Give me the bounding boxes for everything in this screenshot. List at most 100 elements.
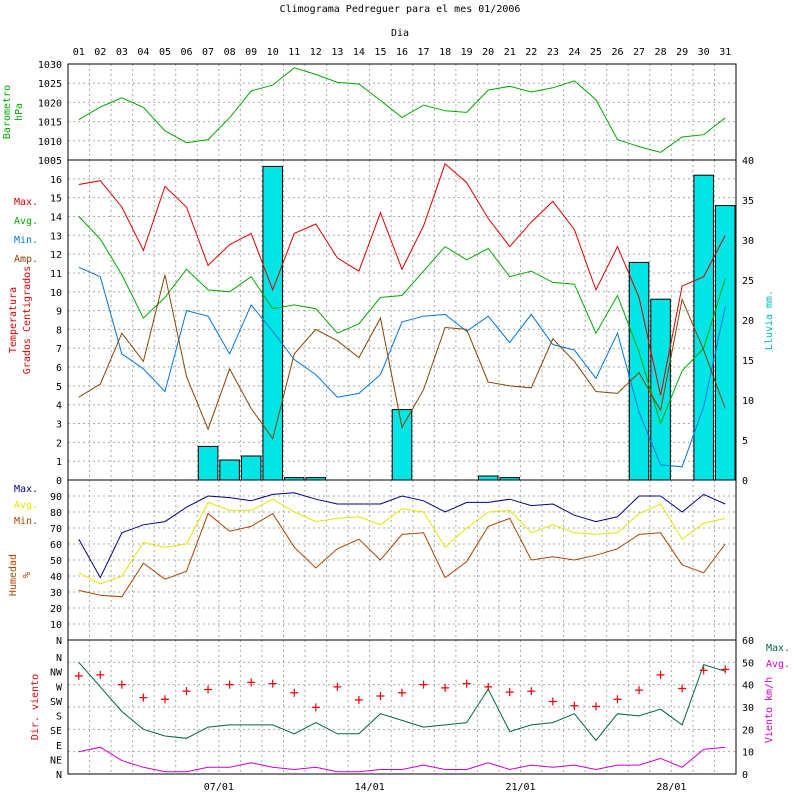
- day-label: 07: [202, 47, 214, 58]
- temperature-tick-label: 9: [56, 307, 62, 318]
- wind-direction-point: [419, 680, 428, 689]
- day-label: 03: [116, 47, 128, 58]
- humidity-tick-label: 70: [50, 524, 62, 535]
- wind-direction-point: [354, 695, 363, 704]
- wind-direction-point: [96, 670, 105, 679]
- humidity-axis-label: Humedad: [8, 554, 19, 596]
- barometer-axis-label: Barometro: [2, 85, 13, 139]
- day-label: 28: [655, 47, 667, 58]
- day-label: 08: [224, 47, 236, 58]
- day-label: 13: [331, 47, 343, 58]
- barometer-tick-label: 1020: [38, 98, 62, 109]
- wind-direction-tick-label: SE: [50, 726, 62, 737]
- chart-title: Climograma Pedreguer para el mes 01/2006: [280, 4, 521, 15]
- humidity-tick-label: 30: [50, 588, 62, 599]
- rain-bar: [650, 298, 671, 481]
- wind-speed-tick-label: 0: [742, 770, 748, 781]
- wind-legend-max: Max.: [766, 643, 790, 654]
- humidity-tick-label: 60: [50, 540, 62, 551]
- wind-direction-point: [311, 703, 320, 712]
- day-label: 06: [180, 47, 192, 58]
- week-label: 07/01: [204, 782, 234, 793]
- humidity-max-line: [78, 492, 726, 579]
- humidity-tick-label: 90: [50, 492, 62, 503]
- wind-direction-tick-label: NW: [50, 668, 63, 679]
- wind-speed-tick-label: 30: [742, 703, 754, 714]
- temperature-min-line: [78, 266, 726, 468]
- day-axis-title: Dia: [391, 28, 409, 39]
- wind-direction-point: [678, 684, 687, 693]
- panel-frame: [67, 639, 737, 775]
- temperature-tick-label: 7: [56, 344, 62, 355]
- day-label: 01: [73, 47, 85, 58]
- wind-direction-tick-label: S: [56, 712, 62, 723]
- temperature-tick-label: 1: [56, 457, 62, 468]
- humidity-legend-2: Min.: [14, 516, 38, 527]
- day-label: 29: [676, 47, 688, 58]
- wind-direction-point: [117, 680, 126, 689]
- wind-direction-tick-label: N: [56, 770, 62, 781]
- barometer-unit-label: hPa: [14, 103, 25, 121]
- wind-direction-point: [204, 685, 213, 694]
- temperature-tick-label: 12: [50, 250, 62, 261]
- wind-direction-point: [613, 695, 622, 704]
- wind-speed-tick-label: 20: [742, 725, 754, 736]
- rain-axis-label: Lluvia mm.: [764, 290, 775, 350]
- day-label: 23: [547, 47, 559, 58]
- day-label: 18: [439, 47, 451, 58]
- day-label: 02: [94, 47, 106, 58]
- humidity-avg-line: [78, 498, 726, 585]
- temperature-tick-label: 3: [56, 420, 62, 431]
- rain-tick-label: 0: [742, 476, 748, 487]
- wind-direction-axis-label: Dir. viento: [30, 674, 41, 740]
- temperature-tick-label: 8: [56, 325, 62, 336]
- wind-direction-point: [398, 688, 406, 697]
- wind-direction-point: [570, 701, 579, 710]
- day-label: 21: [504, 47, 516, 58]
- wind-direction-point: [247, 678, 256, 687]
- barometer-tick-label: 1010: [38, 137, 62, 148]
- wind-direction-point: [505, 688, 514, 697]
- temperature-tick-label: 6: [56, 363, 62, 374]
- day-label: 04: [137, 47, 149, 58]
- wind-speed-tick-label: 50: [742, 658, 754, 669]
- wind-direction-point: [333, 682, 342, 691]
- temperature-tick-label: 15: [50, 194, 62, 205]
- wind-direction-point: [225, 680, 234, 689]
- wind-direction-point: [527, 687, 536, 696]
- day-label: 14: [353, 47, 365, 58]
- rain-bar: [197, 445, 219, 481]
- wind-direction-point: [462, 679, 471, 688]
- rain-bar: [477, 475, 499, 481]
- week-label: 21/01: [505, 782, 535, 793]
- rain-bar: [628, 261, 650, 481]
- rain-tick-label: 5: [742, 436, 748, 447]
- day-label: 25: [590, 47, 602, 58]
- wind-direction-point: [484, 682, 493, 691]
- wind-avg-line: [78, 746, 726, 773]
- barometer-tick-label: 1030: [38, 60, 62, 71]
- day-label: 31: [719, 47, 731, 58]
- wind-direction-point: [182, 687, 191, 696]
- humidity-tick-label: N: [56, 636, 62, 647]
- wind-speed-tick-label: 10: [742, 748, 754, 759]
- wind-direction-point: [591, 702, 600, 711]
- legend-avg: Avg.: [14, 216, 38, 227]
- wind-direction-point: [160, 695, 169, 704]
- temperature-tick-label: 16: [50, 175, 62, 186]
- legend-amp: Amp.: [14, 254, 38, 265]
- temperature-avg-line: [78, 216, 726, 425]
- temperature-tick-label: 0: [56, 476, 62, 487]
- wind-direction-point: [139, 693, 148, 702]
- rain-bar: [240, 455, 262, 481]
- day-label: 05: [159, 47, 171, 58]
- rain-bar: [219, 459, 240, 481]
- humidity-tick-label: 40: [50, 572, 62, 583]
- humidity-tick-label: 10: [50, 620, 62, 631]
- temperature-tick-label: 11: [50, 269, 62, 280]
- rain-bar: [714, 205, 736, 481]
- wind-direction-tick-label: N: [56, 653, 62, 664]
- humidity-legend-1: Avg.: [14, 500, 38, 511]
- day-label: 26: [611, 47, 623, 58]
